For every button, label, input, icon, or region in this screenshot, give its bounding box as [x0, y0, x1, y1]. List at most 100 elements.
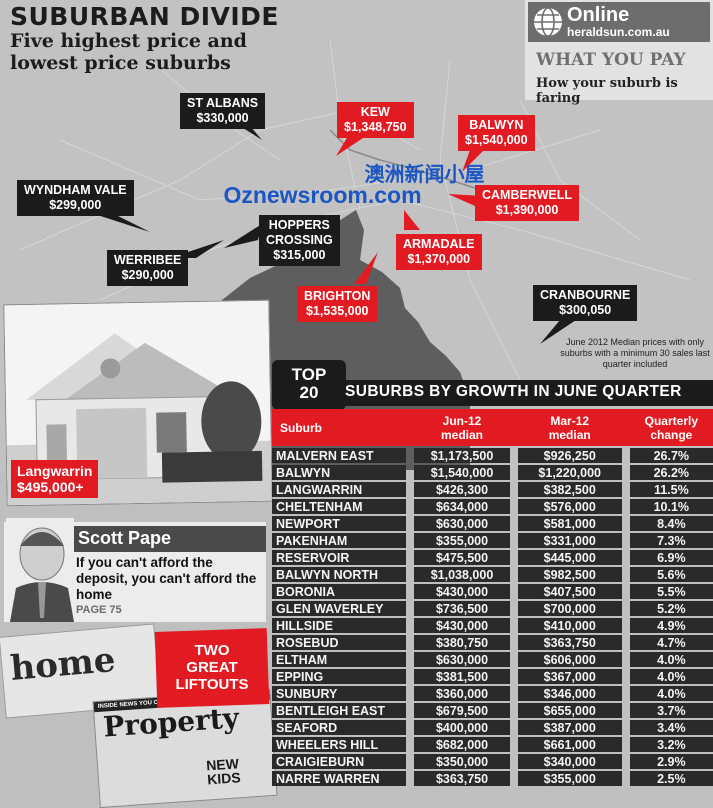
cell-quarterly-change: 3.2%: [629, 737, 713, 752]
cell-mar-median: $331,000: [517, 533, 622, 548]
cell-quarterly-change: 4.0%: [629, 652, 713, 667]
home-liftout-title: home: [8, 639, 117, 689]
growth-title: SUBURBS BY GROWTH IN JUNE QUARTER: [345, 383, 682, 400]
cell-suburb: ROSEBUD: [272, 635, 407, 650]
cell-jun-median: $679,500: [414, 703, 510, 718]
photo-caption: Langwarrin $495,000+: [11, 460, 99, 498]
online-url[interactable]: heraldsun.com.au: [567, 25, 670, 39]
growth-table-body: MALVERN EAST $1,173,500 $926,250 26.7% BALWY…: [272, 448, 713, 786]
table-row: ROSEBUD $380,750 $363,750 4.7%: [272, 635, 713, 650]
cell-suburb: PAKENHAM: [272, 533, 407, 548]
col-jun: Jun-12 median: [414, 409, 510, 446]
cell-mar-median: $346,000: [517, 686, 622, 701]
cell-suburb: CRAIGIEBURN: [272, 754, 407, 769]
tag-brighton: BRIGHTON $1,535,000: [297, 286, 378, 322]
cell-jun-median: $430,000: [414, 618, 510, 633]
cell-mar-median: $355,000: [517, 771, 622, 786]
cell-quarterly-change: 4.0%: [629, 669, 713, 684]
col-change: Quarterly change: [629, 409, 713, 446]
cell-suburb: NEWPORT: [272, 516, 407, 531]
cell-mar-median: $363,750: [517, 635, 622, 650]
table-row: HILLSIDE $430,000 $410,000 4.9%: [272, 618, 713, 633]
cell-mar-median: $576,000: [517, 499, 622, 514]
cell-suburb: WHEELERS HILL: [272, 737, 407, 752]
cell-quarterly-change: 10.1%: [629, 499, 713, 514]
cell-suburb: NARRE WARREN: [272, 771, 407, 786]
growth-table: Suburb Jun-12 median Mar-12 median Quarter…: [272, 407, 713, 788]
cell-suburb: CHELTENHAM: [272, 499, 407, 514]
columnist-page-ref[interactable]: PAGE 75: [76, 604, 122, 616]
top20-badge: [272, 360, 346, 410]
columnist-portrait: [6, 518, 74, 622]
col-mar: Mar-12 median: [517, 409, 622, 446]
table-row: BENTLEIGH EAST $679,500 $655,000 3.7%: [272, 703, 713, 718]
tag-camberwell: CAMBERWELL $1,390,000: [475, 185, 580, 221]
tag-cranbourne: CRANBOURNE $300,050: [533, 285, 638, 321]
subhead: Five highest price and lowest price subu…: [10, 30, 247, 74]
cell-mar-median: $982,500: [517, 567, 622, 582]
cell-mar-median: $1,220,000: [517, 465, 622, 480]
cell-suburb: BALWYN: [272, 465, 407, 480]
cell-suburb: BENTLEIGH EAST: [272, 703, 407, 718]
cell-mar-median: $926,250: [517, 448, 622, 463]
cell-quarterly-change: 6.9%: [629, 550, 713, 565]
table-row: PAKENHAM $355,000 $331,000 7.3%: [272, 533, 713, 548]
table-row: WHEELERS HILL $682,000 $661,000 3.2%: [272, 737, 713, 752]
cell-quarterly-change: 2.9%: [629, 754, 713, 769]
cell-suburb: ELTHAM: [272, 652, 407, 667]
cell-mar-median: $340,000: [517, 754, 622, 769]
tag-kew: KEW $1,348,750: [337, 102, 414, 138]
columnist-quote: If you can't afford the deposit, you can…: [76, 555, 257, 602]
top20-badge-text: TOP 20: [291, 365, 327, 402]
cell-quarterly-change: 5.6%: [629, 567, 713, 582]
cell-mar-median: $387,000: [517, 720, 622, 735]
cell-jun-median: $634,000: [414, 499, 510, 514]
cell-quarterly-change: 5.2%: [629, 601, 713, 616]
subhead-line-2: lowest price suburbs: [10, 52, 231, 74]
cell-quarterly-change: 3.4%: [629, 720, 713, 735]
cell-quarterly-change: 4.7%: [629, 635, 713, 650]
columnist-name-bar: [74, 526, 266, 552]
cell-jun-median: $682,000: [414, 737, 510, 752]
liftouts-text: TWO GREAT LIFTOUTS: [175, 642, 249, 693]
table-row: RESERVOIR $475,500 $445,000 6.9%: [272, 550, 713, 565]
cell-jun-median: $355,000: [414, 533, 510, 548]
cell-quarterly-change: 8.4%: [629, 516, 713, 531]
table-row: MALVERN EAST $1,173,500 $926,250 26.7%: [272, 448, 713, 463]
cell-jun-median: $630,000: [414, 652, 510, 667]
cell-jun-median: $400,000: [414, 720, 510, 735]
table-row: GLEN WAVERLEY $736,500 $700,000 5.2%: [272, 601, 713, 616]
tag-wyndham-vale: WYNDHAM VALE $299,000: [17, 180, 134, 216]
cell-mar-median: $661,000: [517, 737, 622, 752]
headline: SUBURBAN DIVIDE: [10, 2, 279, 31]
cell-jun-median: $426,300: [414, 482, 510, 497]
photo-suburb: Langwarrin: [17, 463, 93, 479]
cell-quarterly-change: 2.5%: [629, 771, 713, 786]
col-suburb: Suburb: [272, 409, 407, 446]
table-row: LANGWARRIN $426,300 $382,500 11.5%: [272, 482, 713, 497]
table-row: BORONIA $430,000 $407,500 5.5%: [272, 584, 713, 599]
cell-quarterly-change: 26.7%: [629, 448, 713, 463]
cell-jun-median: $380,750: [414, 635, 510, 650]
cell-mar-median: $382,500: [517, 482, 622, 497]
cell-mar-median: $367,000: [517, 669, 622, 684]
watermark-site: Oznewsroom.com: [223, 182, 422, 208]
cell-mar-median: $445,000: [517, 550, 622, 565]
table-row: CHELTENHAM $634,000 $576,000 10.1%: [272, 499, 713, 514]
section-title: WHAT YOU PAY: [536, 50, 686, 70]
table-row: BALWYN $1,540,000 $1,220,000 26.2%: [272, 465, 713, 480]
cell-mar-median: $407,500: [517, 584, 622, 599]
cell-suburb: BALWYN NORTH: [272, 567, 407, 582]
cell-quarterly-change: 7.3%: [629, 533, 713, 548]
cell-mar-median: $655,000: [517, 703, 622, 718]
cell-jun-median: $630,000: [414, 516, 510, 531]
cell-jun-median: $1,038,000: [414, 567, 510, 582]
tag-st-albans: ST ALBANS $330,000: [180, 93, 266, 129]
table-row: BALWYN NORTH $1,038,000 $982,500 5.6%: [272, 567, 713, 582]
photo-price: $495,000+: [17, 479, 84, 495]
cell-mar-median: $700,000: [517, 601, 622, 616]
cell-jun-median: $360,000: [414, 686, 510, 701]
table-row: EPPING $381,500 $367,000 4.0%: [272, 669, 713, 684]
footnote: June 2012 Median prices with only suburb…: [560, 337, 710, 369]
cell-suburb: BORONIA: [272, 584, 407, 599]
